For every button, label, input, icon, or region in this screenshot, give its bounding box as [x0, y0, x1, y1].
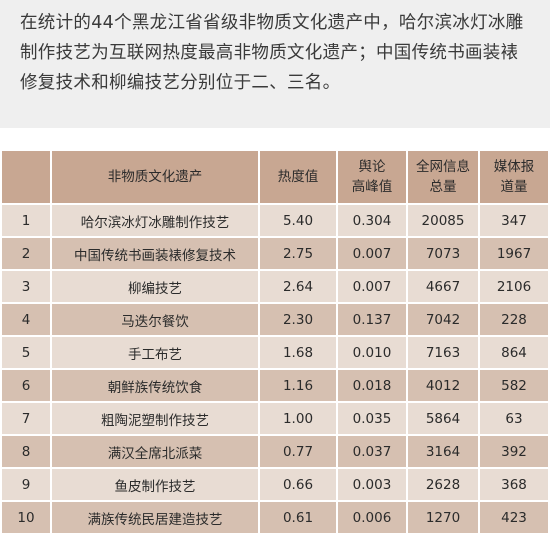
cell-heat: 2.75 [258, 236, 338, 271]
cell-peak: 0.003 [336, 467, 408, 502]
cell-media: 368 [478, 467, 550, 502]
table-row: 1 哈尔滨冰灯冰雕制作技艺 5.40 0.304 20085 347 [0, 203, 550, 238]
cell-rank: 2 [0, 236, 52, 271]
table-row: 10 满族传统民居建造技艺 0.61 0.006 1270 423 [0, 500, 550, 535]
table-row: 7 粗陶泥塑制作技艺 1.00 0.035 5864 63 [0, 401, 550, 436]
cell-media: 423 [478, 500, 550, 535]
cell-peak: 0.018 [336, 368, 408, 403]
header-heat: 热度值 [258, 149, 338, 205]
cell-rank: 5 [0, 335, 52, 370]
cell-heat: 5.40 [258, 203, 338, 238]
cell-heat: 1.68 [258, 335, 338, 370]
cell-media: 228 [478, 302, 550, 337]
cell-name: 哈尔滨冰灯冰雕制作技艺 [50, 203, 260, 238]
cell-heat: 0.61 [258, 500, 338, 535]
cell-total: 1270 [406, 500, 480, 535]
header-media-line1: 媒体报 [493, 159, 535, 175]
cell-rank: 7 [0, 401, 52, 436]
cell-peak: 0.037 [336, 434, 408, 469]
intro-line-1: 在统计的44个黑龙江省省级非物质文化遗产中，哈尔滨冰灯冰雕 [20, 13, 524, 33]
table-row: 8 满汉全席北派菜 0.77 0.037 3164 392 [0, 434, 550, 469]
cell-heat: 0.77 [258, 434, 338, 469]
cell-media: 347 [478, 203, 550, 238]
header-peak: 舆论 高峰值 [336, 149, 408, 205]
cell-name: 朝鲜族传统饮食 [50, 368, 260, 403]
table-header-row: 非物质文化遗产 热度值 舆论 高峰值 全网信息 总量 媒体报 道量 [0, 149, 550, 205]
header-total-line1: 全网信息 [416, 159, 470, 175]
cell-media: 582 [478, 368, 550, 403]
cell-peak: 0.035 [336, 401, 408, 436]
cell-total: 7163 [406, 335, 480, 370]
header-peak-line2: 高峰值 [351, 179, 393, 195]
cell-heat: 0.66 [258, 467, 338, 502]
cell-rank: 10 [0, 500, 52, 535]
intro-panel: 在统计的44个黑龙江省省级非物质文化遗产中，哈尔滨冰灯冰雕 制作技艺为互联网热度… [0, 0, 550, 128]
cell-name: 柳编技艺 [50, 269, 260, 304]
cell-total: 2628 [406, 467, 480, 502]
cell-total: 4667 [406, 269, 480, 304]
cell-peak: 0.010 [336, 335, 408, 370]
cell-rank: 6 [0, 368, 52, 403]
cell-total: 7073 [406, 236, 480, 271]
cell-name: 中国传统书画装裱修复技术 [50, 236, 260, 271]
header-name: 非物质文化遗产 [50, 149, 260, 205]
table-row: 6 朝鲜族传统饮食 1.16 0.018 4012 582 [0, 368, 550, 403]
table-row: 3 柳编技艺 2.64 0.007 4667 2106 [0, 269, 550, 304]
cell-peak: 0.007 [336, 236, 408, 271]
cell-media: 63 [478, 401, 550, 436]
cell-heat: 1.00 [258, 401, 338, 436]
header-rank [0, 149, 52, 205]
table-row: 4 马迭尔餐饮 2.30 0.137 7042 228 [0, 302, 550, 337]
intro-line-2: 制作技艺为互联网热度最高非物质文化遗产；中国传统书画装裱 [20, 43, 519, 63]
cell-media: 392 [478, 434, 550, 469]
cell-rank: 4 [0, 302, 52, 337]
table-row: 5 手工布艺 1.68 0.010 7163 864 [0, 335, 550, 370]
cell-rank: 9 [0, 467, 52, 502]
cell-heat: 1.16 [258, 368, 338, 403]
intro-line-3: 修复技术和柳编技艺分别位于二、三名。 [20, 73, 341, 93]
cell-total: 5864 [406, 401, 480, 436]
cell-name: 粗陶泥塑制作技艺 [50, 401, 260, 436]
cell-name: 手工布艺 [50, 335, 260, 370]
cell-total: 3164 [406, 434, 480, 469]
table-row: 2 中国传统书画装裱修复技术 2.75 0.007 7073 1967 [0, 236, 550, 271]
cell-media: 2106 [478, 269, 550, 304]
heritage-heat-table: 非物质文化遗产 热度值 舆论 高峰值 全网信息 总量 媒体报 道量 1 哈尔滨冰… [0, 149, 550, 535]
cell-peak: 0.006 [336, 500, 408, 535]
intro-text: 在统计的44个黑龙江省省级非物质文化遗产中，哈尔滨冰灯冰雕 制作技艺为互联网热度… [20, 8, 540, 98]
header-total: 全网信息 总量 [406, 149, 480, 205]
header-peak-line1: 舆论 [358, 159, 386, 175]
cell-heat: 2.64 [258, 269, 338, 304]
cell-media: 1967 [478, 236, 550, 271]
cell-total: 20085 [406, 203, 480, 238]
cell-media: 864 [478, 335, 550, 370]
header-media-line2: 道量 [500, 179, 528, 195]
cell-heat: 2.30 [258, 302, 338, 337]
cell-name: 马迭尔餐饮 [50, 302, 260, 337]
cell-rank: 3 [0, 269, 52, 304]
cell-peak: 0.304 [336, 203, 408, 238]
cell-name: 满族传统民居建造技艺 [50, 500, 260, 535]
table-row: 9 鱼皮制作技艺 0.66 0.003 2628 368 [0, 467, 550, 502]
header-media: 媒体报 道量 [478, 149, 550, 205]
cell-total: 7042 [406, 302, 480, 337]
cell-peak: 0.007 [336, 269, 408, 304]
cell-total: 4012 [406, 368, 480, 403]
cell-rank: 1 [0, 203, 52, 238]
header-total-line2: 总量 [429, 179, 457, 195]
cell-peak: 0.137 [336, 302, 408, 337]
cell-rank: 8 [0, 434, 52, 469]
cell-name: 鱼皮制作技艺 [50, 467, 260, 502]
cell-name: 满汉全席北派菜 [50, 434, 260, 469]
